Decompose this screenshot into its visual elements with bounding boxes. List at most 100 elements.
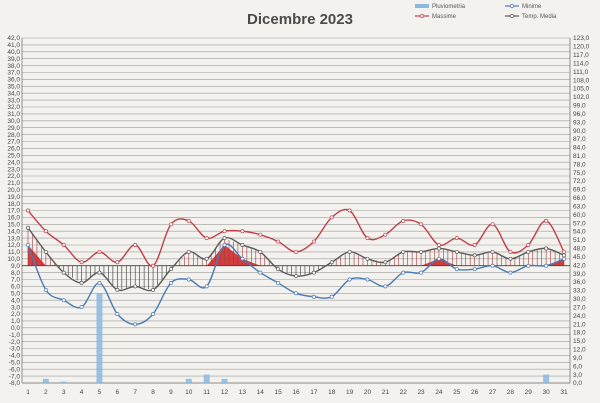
series-point bbox=[311, 270, 316, 275]
series-point bbox=[133, 322, 138, 327]
y-right-tick-label: 111,0 bbox=[573, 69, 589, 76]
y-left-tick-label: 8,0 bbox=[11, 270, 20, 277]
x-tick-label: 2 bbox=[44, 389, 48, 396]
series-point bbox=[222, 243, 227, 247]
y-left-tick-label: 9,0 bbox=[11, 263, 20, 270]
x-tick-label: 29 bbox=[525, 389, 533, 396]
x-tick-label: 6 bbox=[116, 389, 120, 396]
x-tick-label: 24 bbox=[435, 389, 443, 396]
legend-label: Temp. Media bbox=[522, 14, 557, 20]
series-point bbox=[133, 243, 138, 247]
series-point bbox=[508, 256, 513, 261]
legend-marker bbox=[510, 4, 514, 8]
series-point bbox=[347, 249, 352, 254]
series-point bbox=[79, 305, 84, 310]
y-right-tick-label: 24,0 bbox=[573, 313, 586, 320]
y-right-tick-label: 60,0 bbox=[573, 212, 586, 219]
y-right-tick-label: 18,0 bbox=[573, 330, 586, 337]
series-point bbox=[26, 225, 30, 230]
y-left-tick-label: 40,0 bbox=[7, 49, 20, 56]
series-point bbox=[329, 215, 334, 220]
y-right-tick-label: 105,0 bbox=[573, 86, 590, 93]
x-tick-label: 17 bbox=[310, 389, 318, 396]
series-point bbox=[383, 232, 388, 237]
series-point bbox=[276, 239, 281, 244]
y-right-tick-label: 39,0 bbox=[573, 271, 586, 278]
series-point bbox=[240, 256, 245, 261]
y-right-tick-label: 15,0 bbox=[573, 338, 586, 345]
series-point bbox=[186, 277, 191, 282]
y-right-tick-label: 6,0 bbox=[573, 363, 582, 370]
y-right-tick-label: 96,0 bbox=[573, 111, 586, 118]
y-left-tick-label: -3,0 bbox=[9, 346, 21, 353]
series-point bbox=[454, 249, 459, 254]
series-point bbox=[401, 249, 406, 254]
y-left-tick-label: 18,0 bbox=[7, 201, 20, 208]
series-point bbox=[472, 253, 477, 258]
series-point bbox=[61, 298, 66, 303]
y-left-tick-label: 24,0 bbox=[7, 159, 20, 166]
y-right-tick-label: 75,0 bbox=[573, 170, 586, 177]
y-right-tick-label: 108,0 bbox=[573, 77, 590, 84]
series-point bbox=[151, 312, 156, 316]
y-left-tick-label: 31,0 bbox=[7, 111, 20, 118]
y-left-tick-label: 42,0 bbox=[7, 35, 20, 42]
y-right-tick-label: 66,0 bbox=[573, 195, 586, 202]
y-left-tick-label: 28,0 bbox=[7, 132, 20, 139]
x-tick-label: 21 bbox=[382, 389, 390, 396]
y-left-tick-label: 1,0 bbox=[11, 318, 20, 325]
x-tick-label: 22 bbox=[400, 389, 408, 396]
series-point bbox=[365, 256, 370, 261]
y-left-tick-label: 3,0 bbox=[11, 304, 20, 311]
x-tick-label: 10 bbox=[185, 389, 193, 396]
y-left-tick-label: 7,0 bbox=[11, 277, 20, 284]
series-point bbox=[133, 284, 138, 289]
y-left-tick-label: 12,0 bbox=[7, 242, 20, 249]
x-tick-label: 19 bbox=[346, 389, 354, 396]
series-point bbox=[436, 246, 441, 251]
y-right-tick-label: 78,0 bbox=[573, 161, 586, 168]
y-right-tick-label: 63,0 bbox=[573, 203, 586, 210]
legend-marker bbox=[420, 14, 424, 18]
y-right-tick-label: 114,0 bbox=[573, 60, 589, 67]
y-left-tick-label: 26,0 bbox=[7, 146, 20, 153]
y-right-tick-label: 93,0 bbox=[573, 119, 586, 126]
y-right-tick-label: 69,0 bbox=[573, 187, 586, 194]
legend-label: Minime bbox=[522, 4, 542, 10]
series-point bbox=[383, 284, 388, 289]
y-right-tick-label: 9,0 bbox=[573, 355, 582, 362]
x-tick-label: 30 bbox=[543, 389, 551, 396]
y-right-tick-label: 45,0 bbox=[573, 254, 586, 261]
y-left-tick-label: 20,0 bbox=[7, 187, 20, 194]
y-left-tick-label: 2,0 bbox=[11, 311, 20, 318]
y-right-tick-label: 99,0 bbox=[573, 103, 586, 110]
x-tick-label: 4 bbox=[80, 389, 84, 396]
series-point bbox=[294, 249, 298, 254]
y-left-tick-label: 33,0 bbox=[7, 97, 20, 104]
y-right-tick-label: 48,0 bbox=[573, 246, 586, 253]
series-point bbox=[151, 287, 156, 292]
x-tick-label: 14 bbox=[257, 389, 265, 396]
series-point bbox=[276, 281, 281, 285]
y-left-tick-label: 32,0 bbox=[7, 104, 20, 111]
series-point bbox=[61, 243, 66, 247]
x-tick-label: 8 bbox=[151, 389, 155, 396]
series-point bbox=[347, 277, 352, 282]
x-tick-label: 31 bbox=[560, 389, 568, 396]
y-right-tick-label: 72,0 bbox=[573, 178, 586, 185]
series-point bbox=[61, 270, 66, 275]
series-point bbox=[240, 229, 245, 234]
series-point bbox=[311, 239, 316, 244]
series-point bbox=[436, 256, 441, 261]
y-left-tick-label: 23,0 bbox=[7, 166, 20, 173]
series-point bbox=[222, 236, 227, 241]
gridlines bbox=[21, 37, 571, 384]
y-right-tick-label: 117,0 bbox=[573, 52, 589, 59]
series-point bbox=[526, 243, 531, 247]
series-point bbox=[454, 236, 459, 241]
rain-bar bbox=[203, 374, 210, 383]
y-right-tick-label: 30,0 bbox=[573, 296, 586, 303]
y-left-tick-label: 34,0 bbox=[7, 90, 20, 97]
